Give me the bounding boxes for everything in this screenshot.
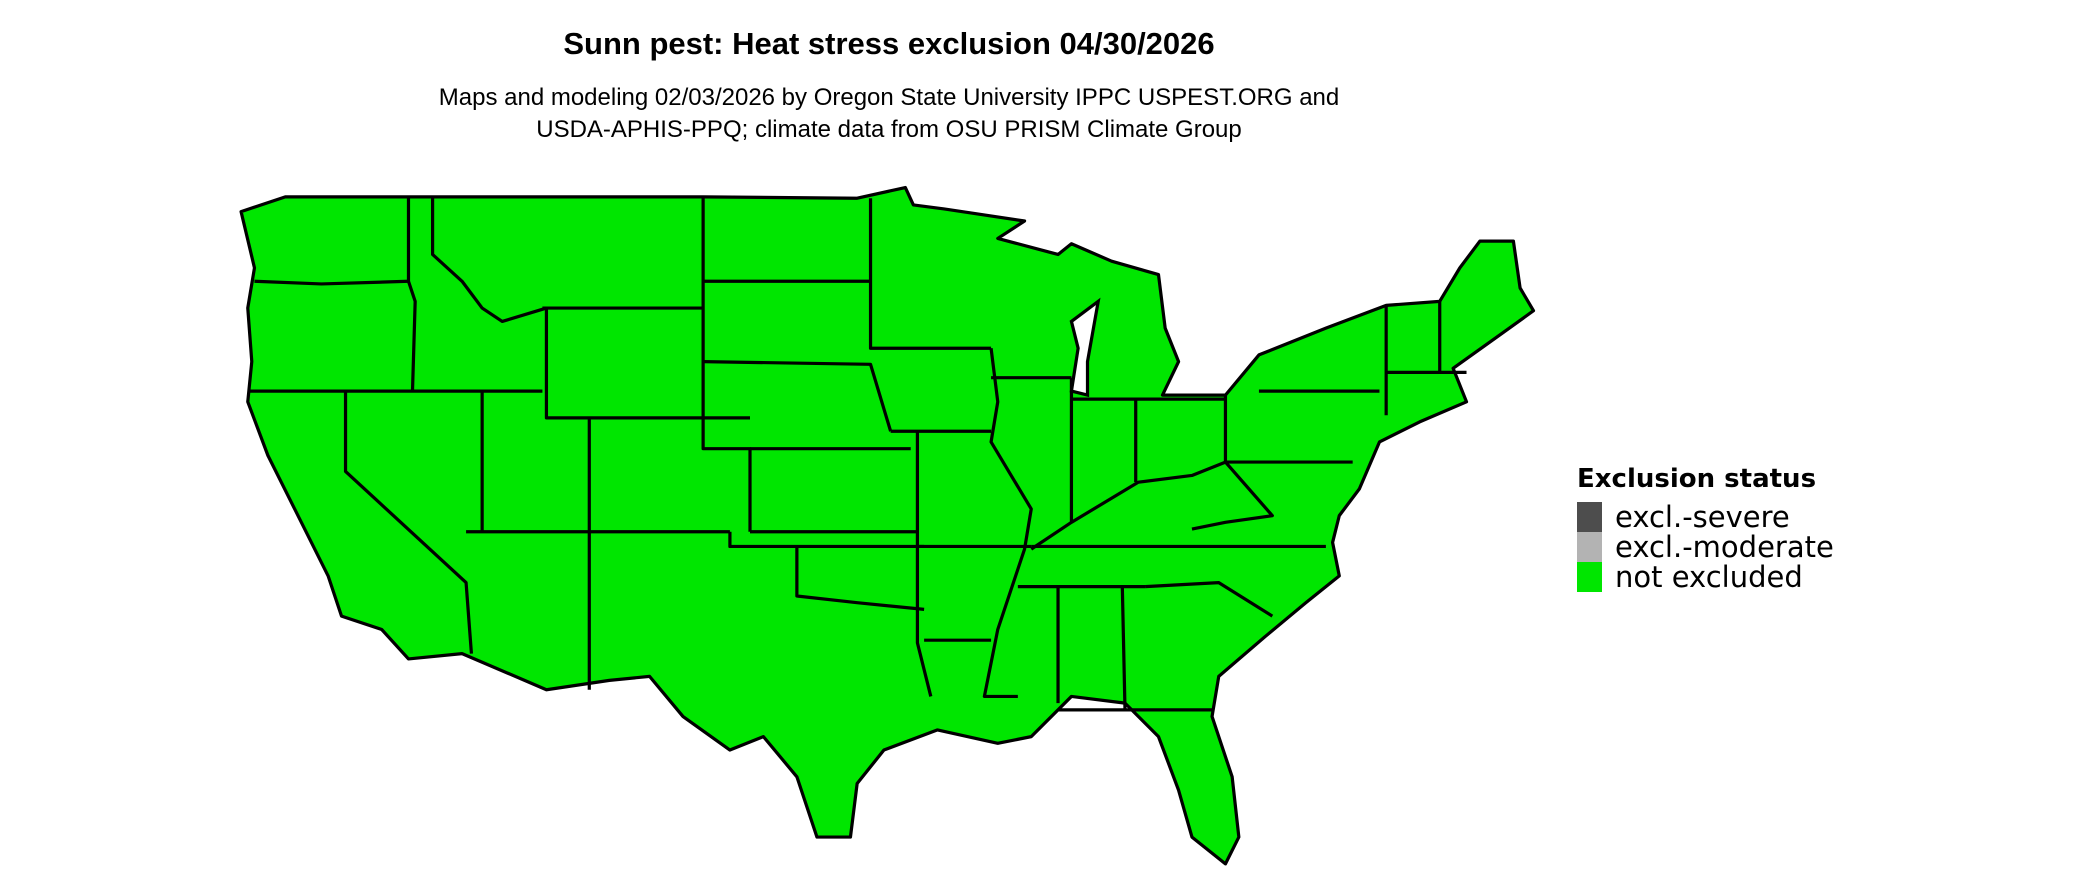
state-border [544, 308, 750, 420]
state-border [728, 531, 925, 549]
legend-swatch-severe [1577, 502, 1602, 532]
state-border [868, 198, 992, 350]
legend-title: Exclusion status [1577, 464, 1817, 494]
legend-swatch-moderate [1577, 532, 1602, 562]
map-subtitle-line2: USDA-APHIS-PPQ; climate data from OSU PR… [536, 116, 1242, 143]
legend-swatch-not-excluded [1577, 562, 1602, 592]
state-border [1030, 460, 1227, 551]
state-border [343, 391, 474, 654]
state-border [254, 279, 409, 286]
state-border [701, 196, 752, 532]
legend-label: excl.-severe [1615, 500, 1790, 534]
legend: Exclusion status excl.-severe excl.-mode… [1577, 464, 1834, 592]
map-title: Sunn pest: Heat stress exclusion 04/30/2… [563, 26, 1215, 61]
legend-item-not-excluded: not excluded [1577, 562, 1834, 592]
map-subtitle-line1: Maps and modeling 02/03/2026 by Oregon S… [438, 84, 1340, 111]
state-borders [247, 196, 1467, 712]
state-border [406, 196, 417, 392]
legend-item-severe: excl.-severe [1577, 502, 1834, 532]
state-border [430, 196, 547, 324]
state-border [1120, 586, 1127, 710]
state-border [1191, 461, 1274, 531]
us-outline [239, 185, 1536, 866]
legend-label: not excluded [1615, 560, 1803, 594]
state-border [982, 348, 1033, 699]
lake-michigan [1069, 297, 1101, 398]
state-border [703, 360, 893, 432]
legend-label: excl.-moderate [1615, 530, 1834, 564]
legend-item-moderate: excl.-moderate [1577, 532, 1834, 562]
state-border [915, 431, 933, 697]
state-border [795, 546, 925, 611]
state-border [1145, 580, 1274, 618]
